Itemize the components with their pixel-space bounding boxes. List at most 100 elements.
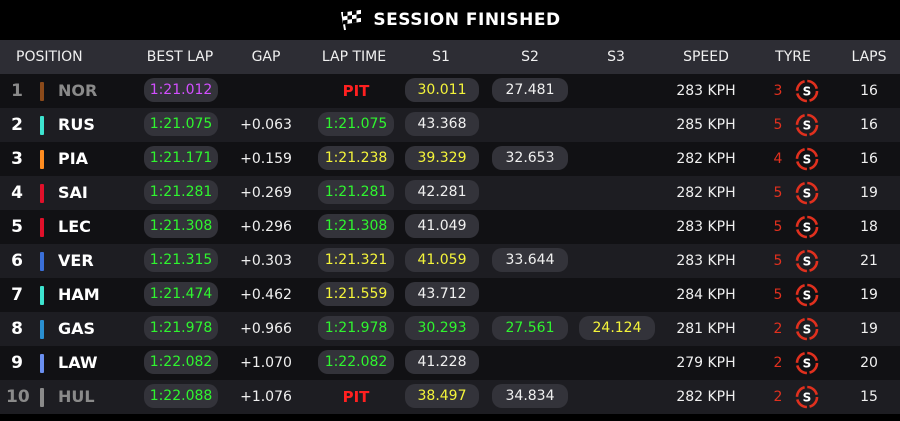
- team-color-bar: [40, 218, 44, 237]
- driver-code: RUS: [58, 115, 95, 134]
- laps-count: 16: [860, 151, 878, 167]
- laps-count: 21: [860, 253, 878, 269]
- pit-status: PIT: [342, 388, 370, 406]
- tyre-age: 5: [773, 287, 783, 303]
- position-number: 5: [11, 217, 23, 237]
- soft-tyre-icon: S: [795, 113, 819, 137]
- col-speed: SPEED: [683, 49, 729, 65]
- table-row: 1 NOR 1:21.012 PIT 30.011 27.481 283 KPH 3 S 16: [0, 74, 900, 108]
- position-number: 7: [11, 285, 23, 305]
- position-number: 3: [11, 149, 23, 169]
- checkered-flag-icon: [341, 9, 362, 31]
- soft-tyre-icon: S: [795, 79, 819, 103]
- laps-count: 20: [860, 355, 878, 371]
- last-lap-time: 1:21.978: [318, 316, 394, 340]
- sector-1-time: 38.497: [405, 384, 479, 408]
- sector-3-time: 24.124: [579, 316, 655, 340]
- driver-code: GAS: [58, 319, 96, 338]
- position-number: 4: [11, 183, 23, 203]
- speed-trap: 282 KPH: [676, 151, 736, 167]
- sector-1-time: 41.228: [405, 350, 479, 374]
- tyre-age: 5: [773, 253, 783, 269]
- soft-tyre-icon: S: [795, 317, 819, 341]
- position-number: 10: [6, 387, 30, 407]
- sector-2-time: 33.644: [492, 248, 568, 272]
- team-color-bar: [40, 252, 44, 271]
- best-lap-time: 1:22.088: [144, 384, 218, 408]
- svg-text:S: S: [803, 357, 812, 371]
- laps-count: 16: [860, 117, 878, 133]
- position-number: 6: [11, 251, 23, 271]
- svg-text:S: S: [803, 255, 812, 269]
- team-color-bar: [40, 82, 44, 101]
- last-lap-time: 1:21.281: [318, 180, 394, 204]
- pit-status: PIT: [342, 82, 370, 100]
- gap-to-leader: +0.269: [240, 185, 292, 201]
- team-color-bar: [40, 116, 44, 135]
- soft-tyre-icon: S: [795, 181, 819, 205]
- team-color-bar: [40, 388, 44, 407]
- table-row: 7 HAM 1:21.474 +0.462 1:21.559 43.712 284 KPH 5…: [0, 278, 900, 312]
- team-color-bar: [40, 150, 44, 169]
- speed-trap: 281 KPH: [676, 321, 736, 337]
- laps-count: 18: [860, 219, 878, 235]
- tyre-age: 2: [773, 355, 783, 371]
- best-lap-time: 1:21.171: [144, 146, 218, 170]
- tyre-age: 5: [773, 185, 783, 201]
- sector-1-time: 41.059: [405, 248, 479, 272]
- col-tyre: TYRE: [775, 49, 811, 65]
- sector-1-time: 43.368: [405, 112, 479, 136]
- laps-count: 16: [860, 83, 878, 99]
- col-laps: LAPS: [851, 49, 887, 65]
- driver-code: LEC: [58, 217, 91, 236]
- table-row: 4 SAI 1:21.281 +0.269 1:21.281 42.281 282 KPH 5…: [0, 176, 900, 210]
- tyre-age: 5: [773, 219, 783, 235]
- table-row: 2 RUS 1:21.075 +0.063 1:21.075 43.368 285 KPH 5…: [0, 108, 900, 142]
- soft-tyre-icon: S: [795, 351, 819, 375]
- col-s1: S1: [432, 49, 450, 65]
- driver-code: PIA: [58, 149, 89, 168]
- driver-code: LAW: [58, 353, 98, 372]
- best-lap-time: 1:21.474: [144, 282, 218, 306]
- sector-2-time: 34.834: [492, 384, 568, 408]
- soft-tyre-icon: S: [795, 147, 819, 171]
- table-row: 5 LEC 1:21.308 +0.296 1:21.308 41.049 283 KPH 5…: [0, 210, 900, 244]
- col-s2: S2: [521, 49, 539, 65]
- position-number: 8: [11, 319, 23, 339]
- svg-text:S: S: [803, 153, 812, 167]
- last-lap-time: 1:22.082: [318, 350, 394, 374]
- speed-trap: 282 KPH: [676, 389, 736, 405]
- soft-tyre-icon: S: [795, 215, 819, 239]
- col-s3: S3: [607, 49, 625, 65]
- sector-1-time: 43.712: [405, 282, 479, 306]
- gap-to-leader: +0.296: [240, 219, 292, 235]
- best-lap-time: 1:21.075: [144, 112, 218, 136]
- last-lap-time: 1:21.321: [318, 248, 394, 272]
- speed-trap: 283 KPH: [676, 219, 736, 235]
- tyre-age: 2: [773, 321, 783, 337]
- speed-trap: 283 KPH: [676, 83, 736, 99]
- table-row: 8 GAS 1:21.978 +0.966 1:21.978 30.293 27.561 24…: [0, 312, 900, 346]
- sector-2-time: 27.481: [492, 78, 568, 102]
- speed-trap: 285 KPH: [676, 117, 736, 133]
- speed-trap: 283 KPH: [676, 253, 736, 269]
- table-row: 6 VER 1:21.315 +0.303 1:21.321 41.059 33.644 28…: [0, 244, 900, 278]
- best-lap-time: 1:21.012: [144, 78, 218, 102]
- svg-text:S: S: [803, 119, 812, 133]
- team-color-bar: [40, 354, 44, 373]
- col-lap-time: LAP TIME: [321, 49, 387, 65]
- last-lap-time: 1:21.559: [318, 282, 394, 306]
- last-lap-time: 1:21.308: [318, 214, 394, 238]
- tyre-age: 5: [773, 117, 783, 133]
- laps-count: 15: [860, 389, 878, 405]
- position-number: 1: [11, 81, 23, 101]
- svg-text:S: S: [803, 323, 812, 337]
- gap-to-leader: +1.076: [240, 389, 292, 405]
- svg-text:S: S: [803, 289, 812, 303]
- svg-text:S: S: [803, 391, 812, 405]
- tyre-age: 3: [773, 83, 783, 99]
- sector-1-time: 41.049: [405, 214, 479, 238]
- standings-table: 1 NOR 1:21.012 PIT 30.011 27.481 283 KPH 3 S 16 2 R…: [0, 74, 900, 414]
- driver-code: VER: [58, 251, 94, 270]
- best-lap-time: 1:22.082: [144, 350, 218, 374]
